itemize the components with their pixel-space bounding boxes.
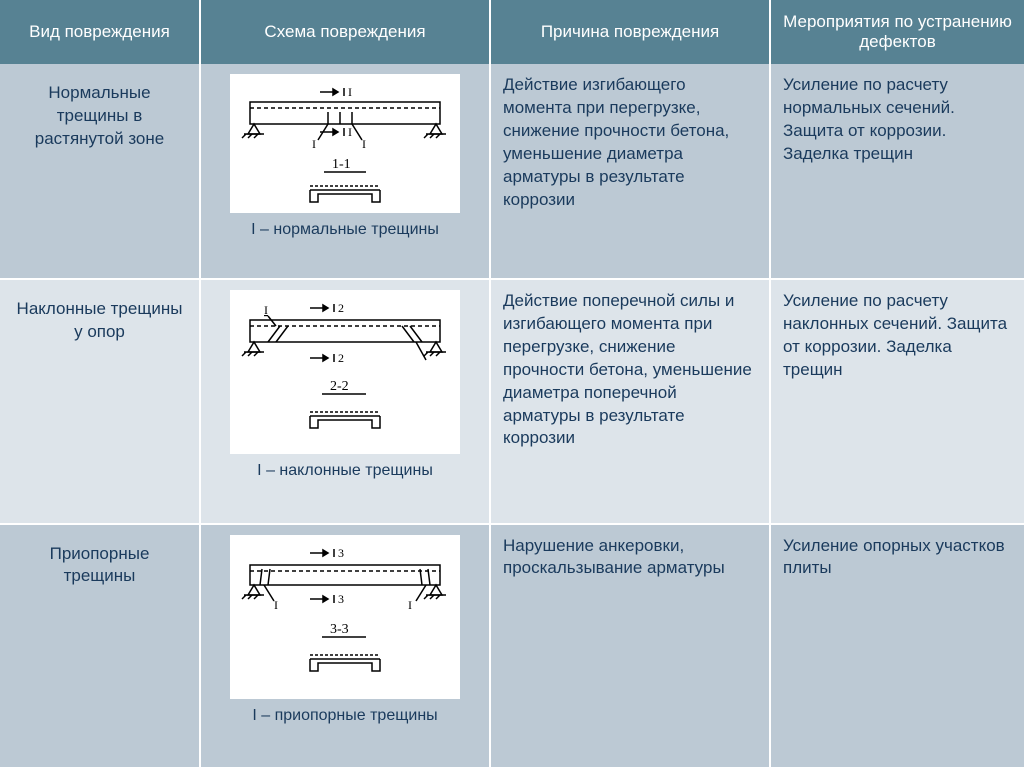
diagram-caption: I – приопорные трещины <box>213 705 477 727</box>
cell-cause: Действие поперечной силы и изгибающего м… <box>490 279 770 524</box>
svg-text:I: I <box>264 303 268 317</box>
cell-fix: Усиление по расчету нормальных сечений. … <box>770 64 1024 279</box>
svg-text:2: 2 <box>338 351 344 365</box>
cell-cause: Действие изгибающего момента при перегру… <box>490 64 770 279</box>
svg-text:I: I <box>274 598 278 612</box>
cell-cause: Нарушение анкеровки, проскальзывание арм… <box>490 524 770 767</box>
diagram-caption: I – наклонные трещины <box>213 460 477 482</box>
table-row: Нормальные трещины в растянутой зоне I <box>0 64 1024 279</box>
svg-text:I: I <box>362 137 366 151</box>
cell-scheme: 3 <box>200 524 490 767</box>
svg-text:I: I <box>348 85 352 99</box>
header-scheme: Схема повреждения <box>200 0 490 64</box>
damage-table: Вид повреждения Схема повреждения Причин… <box>0 0 1024 767</box>
svg-text:2: 2 <box>338 301 344 315</box>
cell-scheme: 2 I <box>200 279 490 524</box>
cell-type: Приопорные трещины <box>0 524 200 767</box>
svg-text:3: 3 <box>338 546 344 560</box>
svg-text:I: I <box>312 137 316 151</box>
svg-text:I: I <box>348 125 352 139</box>
cell-fix: Усиление по расчету наклонных сечений. З… <box>770 279 1024 524</box>
cell-type: Нормальные трещины в растянутой зоне <box>0 64 200 279</box>
svg-text:2-2: 2-2 <box>330 379 349 394</box>
cell-scheme: I <box>200 64 490 279</box>
header-row: Вид повреждения Схема повреждения Причин… <box>0 0 1024 64</box>
diagram-support-cracks: 3 <box>230 535 460 699</box>
svg-text:I: I <box>408 598 412 612</box>
table-row: Приопорные трещины 3 <box>0 524 1024 767</box>
header-cause: Причина повреждения <box>490 0 770 64</box>
svg-text:3: 3 <box>338 592 344 606</box>
diagram-inclined-cracks: 2 I <box>230 290 460 454</box>
cell-fix: Усиление опорных участков плиты <box>770 524 1024 767</box>
table-row: Наклонные трещины у опор 2 I <box>0 279 1024 524</box>
cell-type: Наклонные трещины у опор <box>0 279 200 524</box>
svg-text:3-3: 3-3 <box>330 622 349 637</box>
header-fix: Мероприятия по устранению дефектов <box>770 0 1024 64</box>
header-type: Вид повреждения <box>0 0 200 64</box>
diagram-caption: I – нормальные трещины <box>213 219 477 241</box>
section-label: 1-1 <box>332 157 351 172</box>
diagram-normal-cracks: I <box>230 74 460 213</box>
